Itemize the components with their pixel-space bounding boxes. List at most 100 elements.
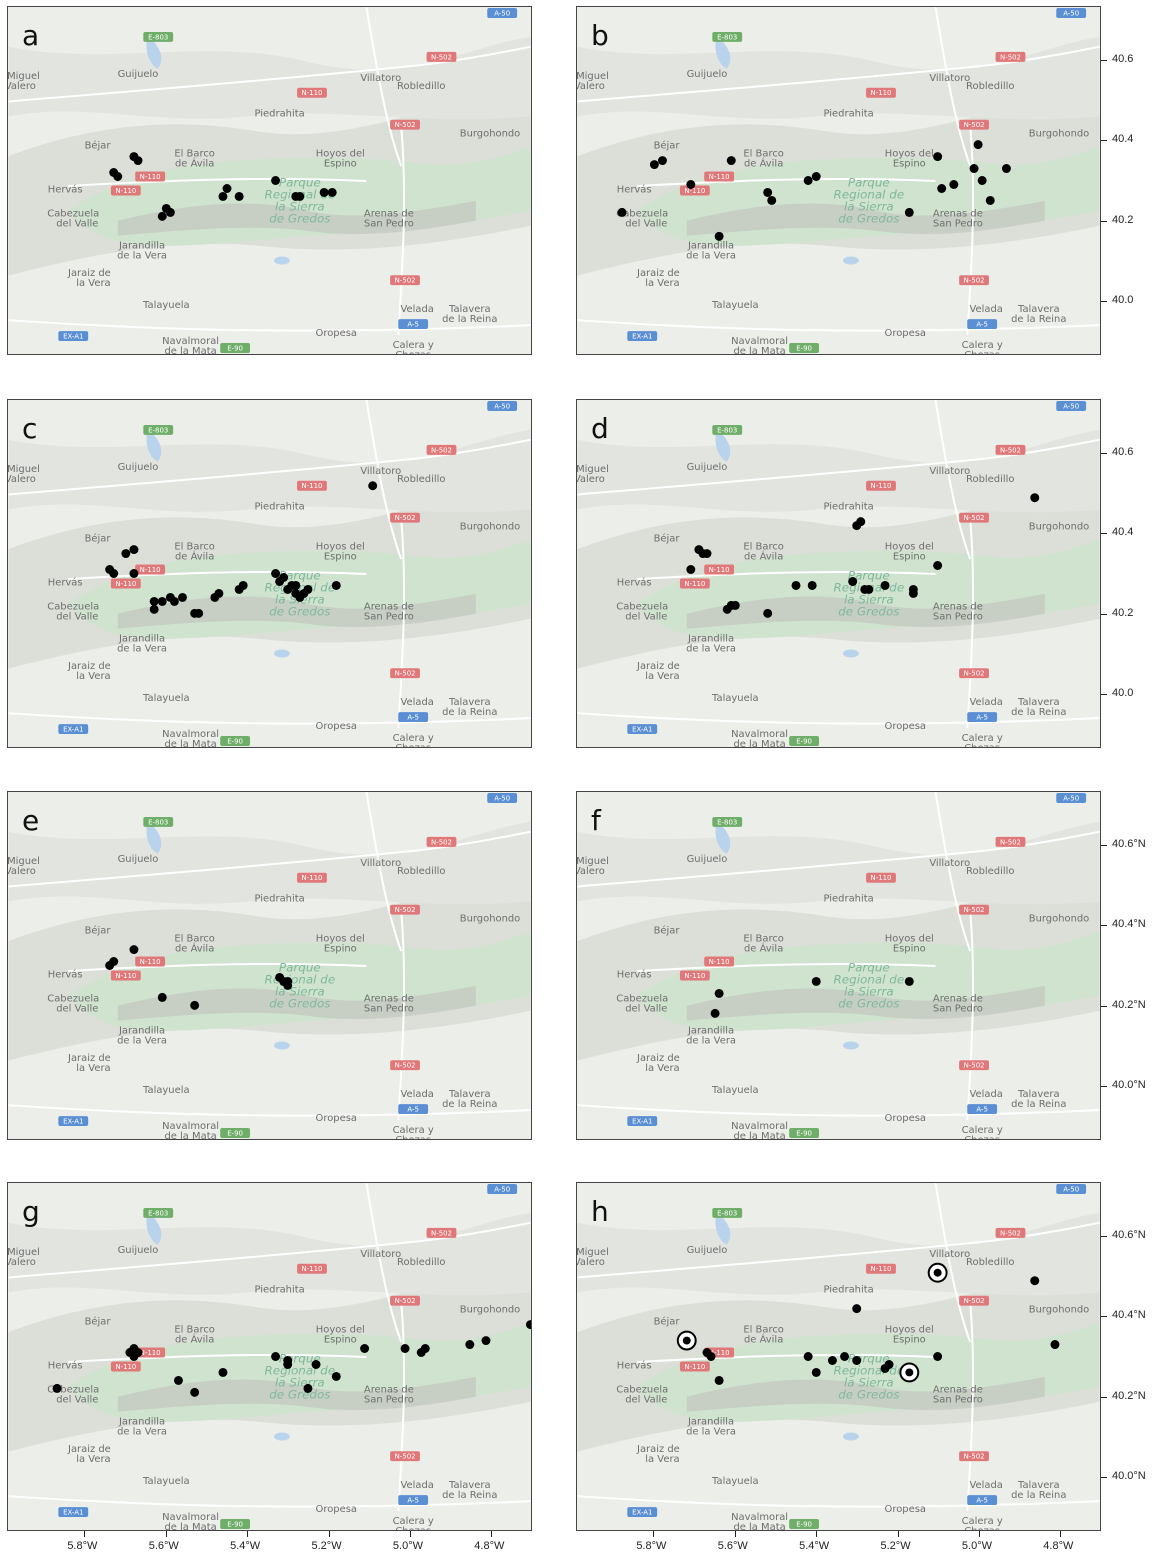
place-label: Burgohondo [460,914,520,925]
terrain-relief [577,429,1100,669]
road-shield [959,1295,989,1306]
reservoir [146,36,162,69]
place-label: de Ávila [175,157,214,170]
place-label: San Miguel [8,1247,40,1258]
reservoir [842,649,859,658]
place-label: Arenas de [933,1384,983,1395]
road-shield-label: EX-A1 [63,726,83,734]
mountain-ridge [686,593,1045,629]
road-shield [679,1361,710,1372]
road-shield [679,970,710,981]
highlighted-occurrence-point [933,1268,942,1277]
latitude-tick-mark [1101,453,1107,455]
panel-label-h: h [591,1195,609,1228]
occurrence-point [710,1008,720,1018]
place-label: Espino [893,944,926,955]
place-label: Hoyos del [885,1325,934,1336]
latitude-tick-mark [1101,220,1107,222]
road-shield-label: A-5 [976,714,988,722]
place-label: de la Vera [686,643,736,654]
road-shield-label: N-110 [115,580,136,588]
place-label: de la Reina [1011,1490,1066,1501]
place-label: San Pedro [364,1394,414,1405]
road-shield-label: E-90 [227,738,243,746]
place-label: Chozas [964,1135,1000,1139]
road-shield-label: E-803 [148,426,168,434]
place-label: Navalmoral [731,1121,788,1132]
road-shield [959,904,989,915]
place-label: de la Mata [733,1131,785,1139]
terrain-relief [8,36,531,276]
place-label: Espino [324,159,357,170]
place-label: Béjar [654,533,681,545]
place-label: Oropesa [885,1113,926,1124]
place-label: Oropesa [316,1504,357,1515]
place-label: Jaraiz de [636,1053,680,1064]
place-label: Arenas de [933,993,983,1004]
road-shield-label: N-502 [1000,446,1021,454]
road-shield-label: N-110 [302,1265,323,1273]
road-shield [398,1495,429,1506]
road-shield-label: E-90 [796,738,812,746]
road-shield [712,31,743,42]
road-shield [220,1128,251,1138]
road-shield [866,872,896,883]
road-shield-label: N-502 [964,1297,985,1305]
longitude-tick-mark [491,1531,493,1537]
roads [8,792,531,1121]
place-label: San Miguel [8,856,40,867]
place-label: de la Vera [117,1426,167,1437]
road-shield-label: A-50 [494,9,510,17]
latitude-tick-mark [1101,925,1107,927]
road-shield-label: N-110 [709,958,730,966]
reservoir [842,1041,859,1050]
occurrence-point [481,1336,491,1346]
place-label: Chozas [964,1526,1000,1530]
latitude-tick-label: 40.4 [1112,133,1134,146]
road-shield [1056,793,1087,803]
occurrence-point [1001,164,1011,174]
road-shield [390,668,420,679]
road-shield-label: N-110 [709,173,730,181]
road-shield [143,816,174,827]
road-shield-label: N-110 [684,972,705,980]
occurrence-point [880,580,890,590]
place-label: de Valero [577,474,605,485]
road-shield-label: A-5 [407,1106,419,1114]
place-label: Talavera [448,304,491,315]
place-label: del Valle [56,1394,98,1405]
occurrence-points [52,1320,531,1397]
place-label: Chozas [395,1135,431,1139]
place-label: Calera y [393,733,434,744]
occurrence-point [726,156,736,166]
latitude-tick-label: 40.2 [1112,213,1134,226]
occurrence-point [279,573,289,582]
place-label: de Ávila [175,1333,214,1346]
road-shield-label: EX-A1 [63,1118,83,1126]
occurrence-point [848,577,858,586]
place-label: de la Mata [164,1522,216,1530]
occurrence-point [218,1367,228,1377]
place-label: El Barco [174,1325,215,1336]
occurrence-points [109,152,337,221]
road-shield [135,1347,166,1358]
place-label: Villatoro [360,858,401,869]
place-label: Cabezuela [47,601,99,612]
place-label: la Vera [645,278,679,289]
road-shield [995,51,1026,62]
occurrence-point [121,549,131,559]
place-label: Oropesa [885,1504,926,1515]
place-label: Cabezuela [47,208,99,219]
place-label: Chozas [395,350,431,354]
road-shield [487,8,518,18]
road-shield [426,1227,457,1238]
park-label-line: la Sierra [275,199,325,213]
place-label: de Valero [8,866,36,877]
map-panel-d: Guijuelo Villatoro Robledillo Piedrahita Bur… [576,399,1101,748]
